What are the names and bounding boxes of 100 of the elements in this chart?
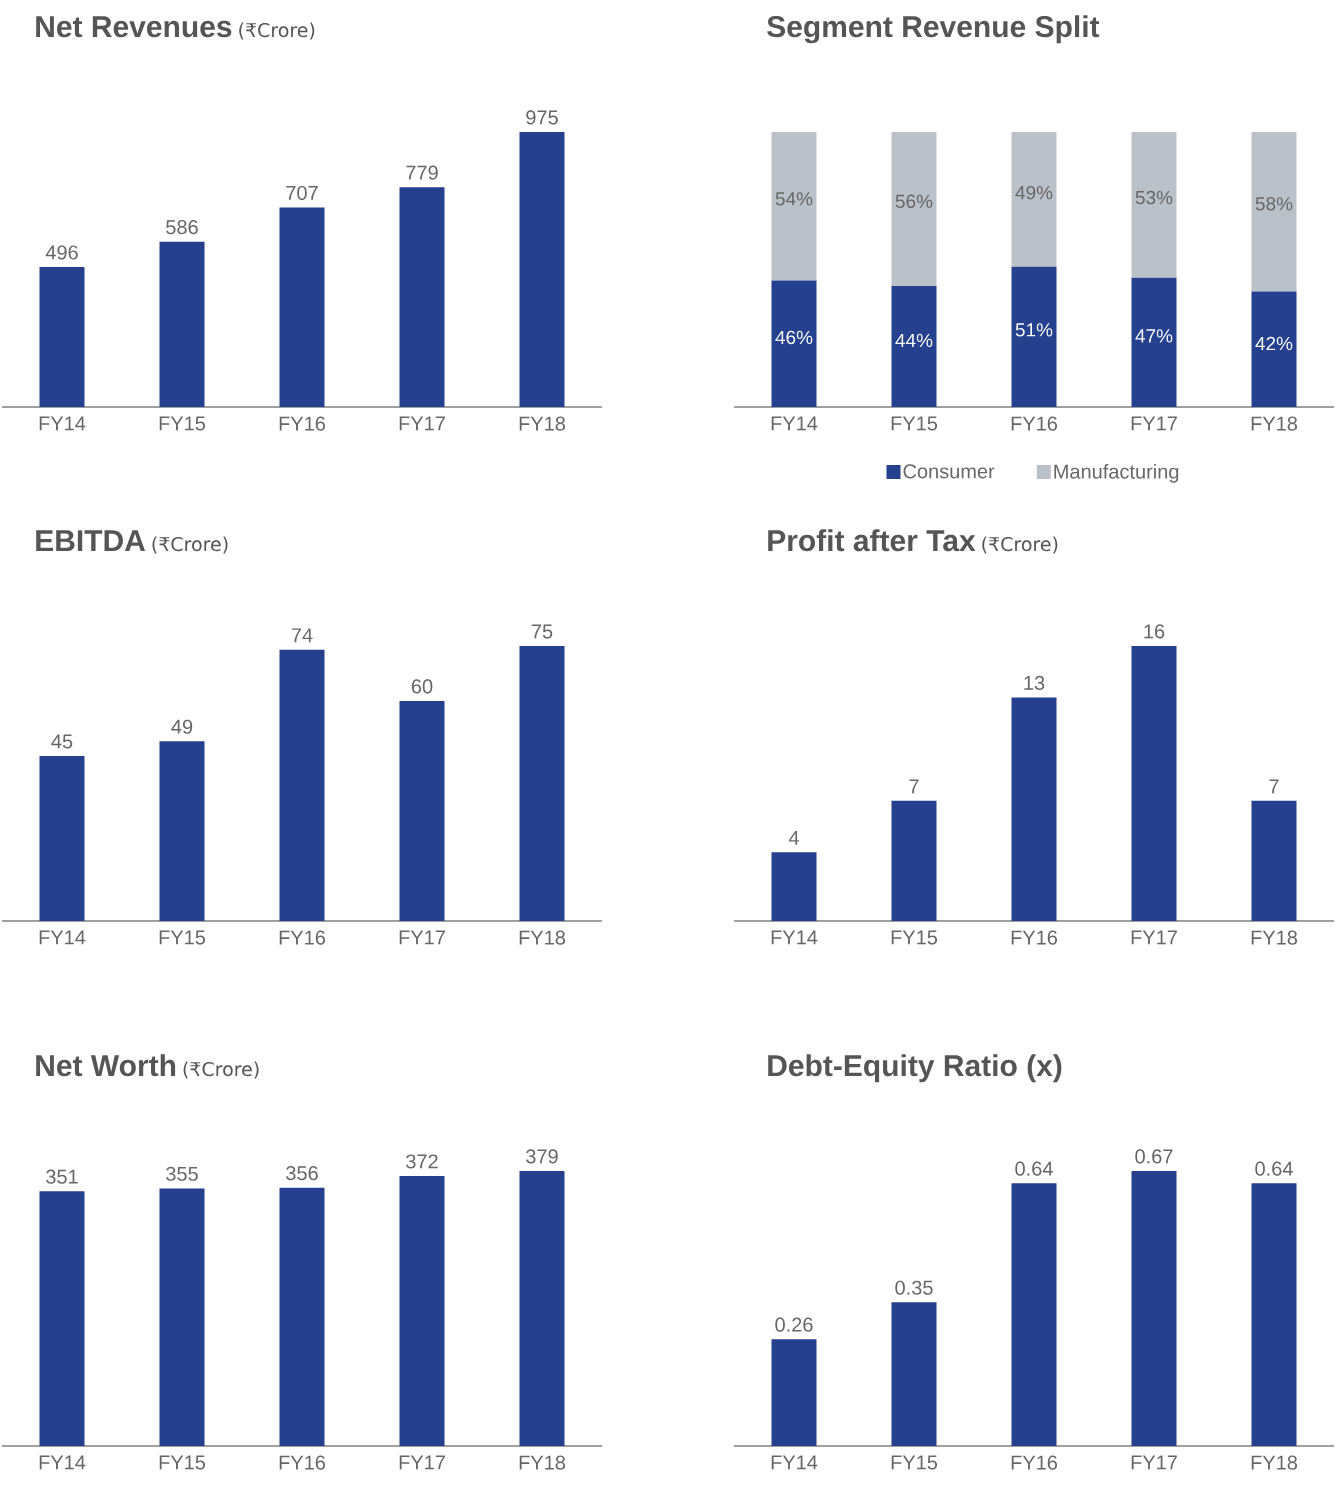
bar xyxy=(891,131,937,286)
bar xyxy=(1011,697,1057,921)
x-tick-label: FY16 xyxy=(279,930,326,945)
data-label: 372 xyxy=(406,1154,438,1169)
data-label: 46% xyxy=(775,330,813,345)
bar xyxy=(771,280,817,407)
bar xyxy=(1131,277,1177,407)
data-label: 75 xyxy=(532,624,553,639)
bar xyxy=(1131,131,1177,278)
bar xyxy=(1251,1183,1297,1446)
bar xyxy=(891,285,937,407)
chart-title: Net Revenues xyxy=(36,16,232,38)
bar xyxy=(1251,291,1297,407)
x-tick-label: FY17 xyxy=(399,1455,446,1470)
bar xyxy=(1251,131,1297,292)
bar xyxy=(399,187,445,407)
chart-subtitle: (₹Crore) xyxy=(982,536,1058,554)
chart-title: Debt-Equity Ratio (x) xyxy=(768,1054,1062,1083)
bar xyxy=(279,649,325,921)
data-label: 0.26 xyxy=(775,1317,813,1332)
bar xyxy=(159,241,205,407)
bar xyxy=(1131,1170,1177,1446)
data-label: 0.64 xyxy=(1255,1161,1293,1176)
chart-title: Profit after Tax xyxy=(768,529,976,552)
data-label: 13 xyxy=(1024,675,1045,691)
data-label: 4 xyxy=(789,830,800,845)
data-label: 355 xyxy=(166,1166,198,1181)
data-label: 496 xyxy=(45,245,78,260)
bar xyxy=(1011,266,1057,407)
x-tick-label: FY14 xyxy=(39,930,86,945)
data-label: 45 xyxy=(51,734,73,749)
bar xyxy=(771,131,817,281)
legend-label: Manufacturing xyxy=(1054,463,1179,483)
data-label: 351 xyxy=(46,1169,78,1184)
data-label: 49 xyxy=(171,719,193,734)
data-label: 60 xyxy=(412,679,433,694)
data-label: 54% xyxy=(775,192,813,206)
chart-title: Net Worth xyxy=(36,1054,176,1077)
data-label: 42% xyxy=(1255,336,1293,351)
x-tick-label: FY16 xyxy=(1011,930,1058,945)
bar xyxy=(159,741,205,921)
bar xyxy=(1251,800,1297,921)
chart-title: Segment Revenue Split xyxy=(767,15,1100,44)
x-tick-label: FY14 xyxy=(771,1455,818,1470)
x-tick-label: FY18 xyxy=(1251,1455,1298,1470)
data-label: 0.35 xyxy=(895,1280,933,1295)
data-label: 51% xyxy=(1015,323,1053,337)
bar xyxy=(519,131,565,407)
data-label: 379 xyxy=(526,1149,558,1164)
x-tick-label: FY15 xyxy=(891,1455,938,1470)
data-label: 7 xyxy=(1269,779,1279,794)
x-tick-label: FY15 xyxy=(159,1455,206,1470)
data-label: 0.67 xyxy=(1135,1149,1173,1164)
x-tick-label: FY14 xyxy=(39,1455,86,1470)
bar xyxy=(39,267,85,407)
bar xyxy=(1011,131,1057,267)
bar xyxy=(1131,645,1177,921)
chart-subtitle: (₹Crore) xyxy=(183,1061,259,1079)
data-label: 47% xyxy=(1135,329,1173,343)
bar xyxy=(39,756,85,921)
x-tick-label: FY16 xyxy=(1011,416,1058,431)
x-tick-label: FY15 xyxy=(891,416,938,431)
x-tick-label: FY18 xyxy=(1251,930,1298,945)
bar xyxy=(1011,1183,1057,1446)
bar xyxy=(279,207,325,407)
x-tick-label: FY17 xyxy=(1131,416,1178,431)
x-tick-label: FY18 xyxy=(519,930,566,945)
x-tick-label: FY17 xyxy=(1131,930,1178,945)
data-label: 779 xyxy=(406,165,438,180)
data-label: 49% xyxy=(1015,185,1053,200)
data-label: 53% xyxy=(1135,190,1173,205)
chart-subtitle: (₹Crore) xyxy=(152,536,228,554)
x-tick-label: FY18 xyxy=(519,1455,566,1470)
data-label: 7 xyxy=(909,779,919,794)
x-tick-label: FY16 xyxy=(279,1455,326,1470)
x-tick-label: FY17 xyxy=(399,416,446,431)
bar xyxy=(399,701,445,921)
x-tick-label: FY18 xyxy=(1251,416,1298,431)
x-tick-label: FY15 xyxy=(159,930,206,945)
x-tick-label: FY15 xyxy=(891,930,938,945)
data-label: 74 xyxy=(292,628,313,643)
bar xyxy=(891,800,937,921)
chart-subtitle: (₹Crore) xyxy=(239,22,315,40)
bar xyxy=(519,646,565,921)
x-tick-label: FY14 xyxy=(39,416,86,431)
x-tick-label: FY17 xyxy=(399,930,446,945)
data-label: 58% xyxy=(1255,197,1293,211)
chart-title: EBITDA xyxy=(36,530,146,551)
bar xyxy=(891,1302,937,1446)
data-label: 707 xyxy=(286,185,318,201)
x-tick-label: FY17 xyxy=(1131,1455,1178,1470)
data-label: 16 xyxy=(1144,624,1165,639)
x-tick-label: FY16 xyxy=(279,416,326,431)
x-tick-label: FY14 xyxy=(771,930,818,945)
bar xyxy=(771,1339,817,1446)
data-label: 44% xyxy=(895,333,933,348)
x-tick-label: FY14 xyxy=(771,416,818,431)
legend-label: Consumer xyxy=(903,464,995,479)
x-tick-label: FY16 xyxy=(1011,1455,1058,1470)
bar xyxy=(771,852,817,921)
